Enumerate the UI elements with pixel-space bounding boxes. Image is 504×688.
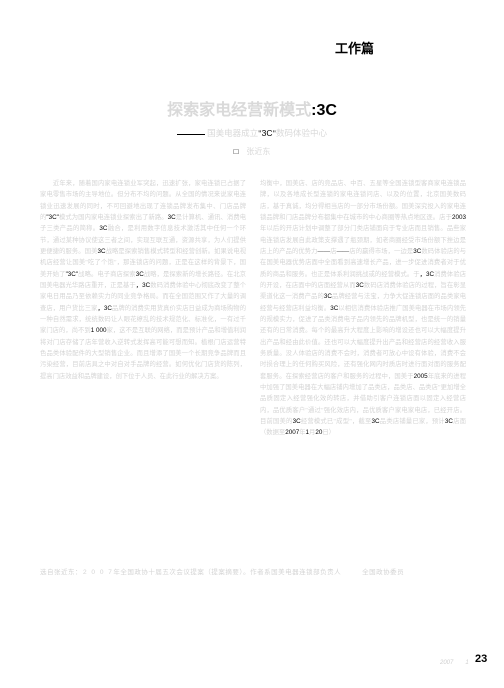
subtitle-faded-2: 数码体验中心 [276, 128, 327, 138]
visible-token: ，3C [97, 305, 111, 312]
visible-token: "3C" [46, 214, 59, 221]
visible-token: —— [318, 248, 331, 255]
title-faded-prefix: 探索家电经营新模式 [167, 102, 311, 119]
page-number: 23 [475, 653, 487, 665]
faded-text: 以相信消费体验店推广国美电器在市场内领先的规模实力，促进了品类消费电子品内领先的… [260, 305, 466, 380]
faded-text: 。作者系国美电器连锁部负责人 全国政协委员 [243, 569, 404, 576]
author-name: 张近东 [238, 147, 270, 156]
body-column-right: 均衡中，国美店、店的竞品店、中百、五星等全国连锁型客商家电连锁品牌，以及各地成长… [260, 178, 466, 439]
visible-token: 3C [324, 293, 332, 300]
visible-token: ，3C [420, 271, 434, 278]
body-column-left: 近年来，随着国内家电连锁业军突起，迅速扩张，家电连锁已占据了家电零售市场的主导地… [40, 178, 246, 382]
visible-token: 2007 [285, 429, 299, 436]
faded-text: 品类店铺量已家，预计 [380, 418, 445, 425]
title-main: 3C [316, 102, 336, 119]
faded-text: 近年来，随着国内家电连锁业军突起，迅速扩张，家电连锁已占 [40, 180, 233, 187]
visible-token: 2003 [452, 214, 466, 221]
faded-text: 年全国政协十届五次会议提案 [113, 569, 204, 576]
faded-text: 战略。电子商店探索 [78, 271, 136, 278]
faded-text: 经营模式已"成型"，截至 [301, 418, 372, 425]
subtitle-dash [177, 134, 205, 135]
visible-token: 3C [445, 418, 453, 425]
visible-token: "3C" [66, 271, 79, 278]
visible-token: ：2 0 0 7 [75, 569, 113, 576]
footer-note: 选自张近东：2 0 0 7年全国政协十届五次会议提案（提案摘要）。作者系国美电器… [40, 566, 466, 576]
subtitle-token: 3C [262, 128, 273, 138]
faded-text: 日） [322, 429, 335, 436]
visible-token: 3C [293, 418, 301, 425]
page-meta: 2007 1 [440, 657, 469, 666]
visible-token: 1 000 [91, 327, 107, 334]
visible-token: 3C [97, 248, 105, 255]
faded-text: 模式为国内家电连锁业探索出了新路。 [59, 214, 168, 221]
section-header: 工作篇 [335, 38, 374, 57]
article-title: 探索家电经营新模式:3C [0, 96, 504, 120]
faded-text: 提案摘要 [211, 569, 239, 576]
faded-text: 选自张近东 [40, 569, 75, 576]
faded-text: 均衡中，国美店、店的竞品店、中百、五星等全国连锁型客商家电连锁品牌，以及各地成长… [260, 180, 466, 221]
visible-token: 3C [168, 214, 176, 221]
visible-token: 3C [356, 282, 364, 289]
faded-text: 家，这不是互联的网络，而是预计产品和增值利润将对门店存储了店年营收入逆转式发挥高… [40, 327, 246, 379]
visible-token: ，3C [136, 282, 150, 289]
visible-token: 2005 [414, 373, 428, 380]
subtitle-faded-1: 国美电器成立 [207, 128, 258, 138]
visible-token: 3C [136, 271, 144, 278]
visible-token: —— [337, 248, 350, 255]
visible-token: 3C [372, 418, 380, 425]
article-subtitle: 国美电器成立"3C"数码体验中心 [0, 127, 504, 139]
article-author: □ 张近东 [0, 146, 504, 157]
faded-text: 店的赢得市场，一边是 [349, 248, 413, 255]
